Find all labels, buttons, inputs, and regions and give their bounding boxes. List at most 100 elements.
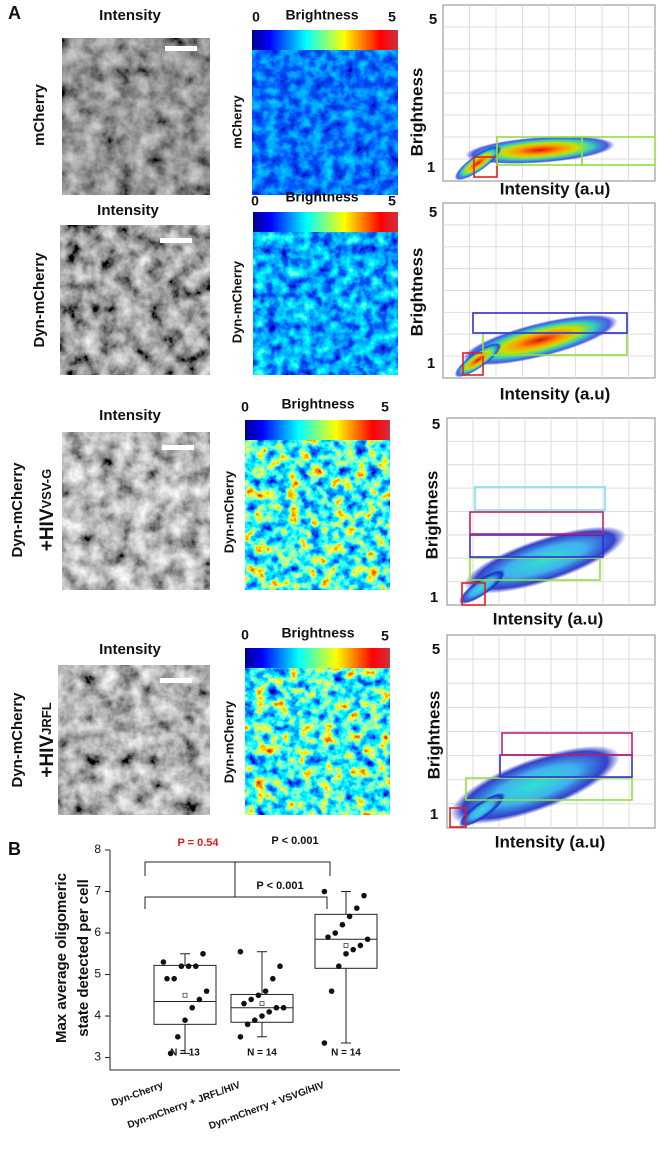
p-value: P = 0.54 [177,837,219,849]
density-cloud [463,526,627,594]
gate [581,136,656,166]
data-point [189,1004,195,1011]
p-value: P < 0.001 [256,880,303,892]
row-label-main: +HIV [37,735,58,778]
colorbar-title: Brightness [285,189,358,205]
data-point [270,975,276,982]
image-title: Intensity [99,641,161,658]
y-tick-label: 3 [94,1050,101,1064]
mean [343,943,349,948]
n-label: N = 13 [170,1048,200,1059]
density-tail [454,145,502,181]
row-label: +HIVJRFL [37,702,58,777]
bracket [144,896,328,909]
gate [469,534,604,558]
colorbar [245,420,390,440]
row-label: Dyn-mCherry [31,252,48,348]
data-point [266,1009,273,1015]
plot-tick: 5 [429,204,437,221]
data-point [237,948,244,955]
data-point [280,1004,287,1011]
scale-bar [160,238,192,243]
bracket [144,861,236,876]
brightness-map [245,440,390,590]
density-tail [454,342,502,378]
data-point [273,1004,280,1011]
row-label: Dyn-mCherry [9,692,26,788]
colorbar-title: Brightness [281,396,354,412]
mean [259,1001,265,1006]
y-tick-label: 6 [94,925,101,939]
data-point [357,942,364,949]
gate [449,807,467,828]
data-point [182,1017,188,1023]
plot-tick: 1 [430,806,438,823]
data-point [175,1033,181,1040]
colorbar-min: 0 [241,627,249,643]
y-tick-label: 7 [94,884,101,898]
data-point [346,913,353,920]
row-label-sub: JRFL [39,702,54,735]
y-tick-label: 8 [94,842,101,856]
colorbar-max: 5 [381,399,389,415]
colorbar-title: Brightness [281,625,354,641]
brightness-map [253,232,398,375]
gate [462,352,484,376]
box [314,913,378,969]
mean [182,992,188,998]
data-point [193,963,199,970]
gate [501,732,633,756]
data-point [252,1017,258,1023]
data-point [262,988,269,994]
image-title: Intensity [99,7,161,24]
data-point [200,950,206,957]
row-label-sub: VSV-G [39,469,54,509]
data-point [361,892,367,899]
gate [461,582,486,606]
colorbar-min: 0 [251,193,259,209]
y-tick-label: 4 [94,1008,101,1022]
panel-label: B [8,839,21,859]
plot-ylabel: Brightness [422,471,441,560]
data-point [354,905,360,911]
map-label: mCherry [229,94,244,148]
brightness-map [252,50,398,195]
data-point [185,963,192,970]
intensity-image [62,432,210,590]
plot-xlabel: Intensity (a.u) [495,832,606,851]
y-axis-label: Max average oligomeric [53,873,70,1043]
data-point [277,963,283,970]
gate [469,557,601,581]
data-point [339,921,346,928]
row-label: Dyn-mCherry [9,462,26,558]
gate [474,486,606,511]
plot-tick: 1 [430,589,438,606]
colorbar [253,212,398,232]
plot-tick: 1 [427,355,435,372]
box [230,993,294,1023]
bracket [234,861,331,876]
box [153,964,217,1025]
image-title: Intensity [97,202,159,219]
data-point [248,996,254,1003]
plot-tick: 5 [432,641,440,658]
panel-label: A [8,3,21,23]
plot-xlabel: Intensity (a.u) [500,384,611,403]
intensity-image [62,38,210,195]
colorbar [252,30,398,50]
data-point [336,963,342,970]
intensity-image [60,225,210,375]
density-tail [458,792,506,828]
data-point [171,975,177,982]
data-point [255,992,262,999]
row-label-main: +HIV [37,508,58,551]
colorbar-max: 5 [388,9,396,25]
map-label: Dyn-mCherry [221,470,236,553]
intensity-image [58,665,210,815]
data-point [332,930,339,936]
plot-xlabel: Intensity (a.u) [500,179,611,198]
density-cloud [465,136,615,164]
data-point [350,946,357,953]
density-cloud [462,314,618,366]
